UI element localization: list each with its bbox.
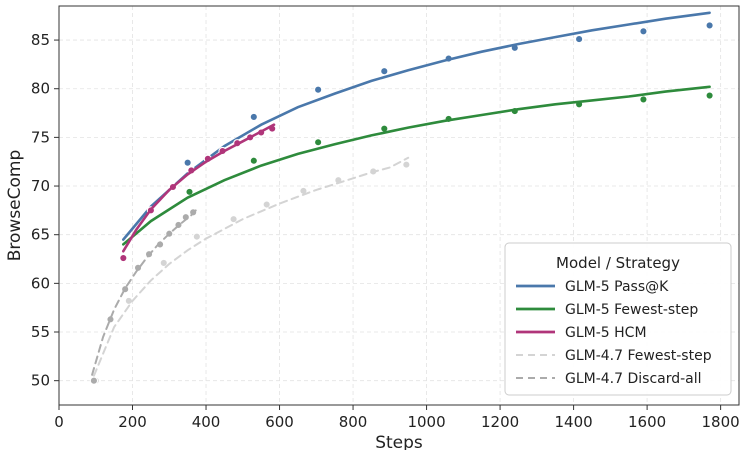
trend-line-glm5-fewest bbox=[122, 85, 711, 246]
legend-label-glm47-fewest: GLM-4.7 Fewest-step bbox=[565, 348, 712, 364]
legend-label-glm5-passk: GLM-5 Pass@K bbox=[565, 279, 669, 295]
data-point-glm47-fewest bbox=[262, 200, 271, 209]
data-point-glm47-discard bbox=[106, 315, 115, 324]
y-tick-label: 60 bbox=[31, 274, 50, 292]
x-tick-label: 1600 bbox=[628, 413, 666, 431]
data-point-glm5-passk bbox=[380, 67, 389, 76]
trend-line-glm5-passk bbox=[122, 11, 711, 241]
data-point-glm47-fewest bbox=[159, 258, 168, 268]
data-point-glm5-passk bbox=[249, 112, 258, 122]
x-tick-label: 1800 bbox=[702, 413, 740, 431]
series-glm5-passk bbox=[119, 11, 714, 263]
data-point-glm5-fewest bbox=[705, 91, 714, 100]
series-glm5-fewest bbox=[119, 85, 714, 263]
plot-frame bbox=[58, 5, 740, 406]
x-tick-label: 1200 bbox=[481, 413, 519, 431]
legend-box bbox=[504, 242, 732, 396]
data-point-glm5-passk bbox=[705, 21, 714, 30]
data-point-glm5-fewest bbox=[249, 156, 258, 165]
x-tick-label: 0 bbox=[54, 413, 64, 431]
y-tick-label: 70 bbox=[31, 177, 50, 195]
data-point-glm5-passk bbox=[313, 85, 323, 94]
x-tick-label: 1400 bbox=[555, 413, 593, 431]
grid bbox=[58, 6, 739, 405]
y-tick-label: 65 bbox=[31, 226, 50, 244]
plot-series bbox=[89, 11, 714, 385]
series-glm5-hcm bbox=[119, 123, 277, 263]
x-tick-label: 200 bbox=[118, 413, 147, 431]
x-tick-label: 800 bbox=[339, 413, 368, 431]
data-point-glm47-fewest bbox=[402, 160, 411, 169]
data-point-glm47-fewest bbox=[192, 232, 201, 241]
series-glm47-fewest bbox=[91, 156, 411, 385]
y-axis-title: BrowseComp bbox=[5, 150, 25, 262]
data-point-glm5-fewest bbox=[639, 95, 648, 104]
y-tick-label: 85 bbox=[31, 31, 50, 49]
trend-line-glm47-discard bbox=[91, 209, 197, 376]
trend-line-glm5-hcm bbox=[122, 123, 276, 253]
data-point-glm5-passk bbox=[574, 34, 584, 44]
data-point-glm5-fewest bbox=[313, 138, 323, 147]
series-glm47-discard bbox=[89, 208, 198, 385]
y-tick-label: 55 bbox=[31, 323, 50, 341]
data-point-glm5-hcm bbox=[119, 253, 128, 263]
y-tick-label: 75 bbox=[31, 128, 50, 146]
legend-label-glm5-hcm: GLM-5 HCM bbox=[565, 325, 647, 341]
axis-ticks: 0 200 400 600 800 1000 1200 1400 1600 1800 50 55 60 6… bbox=[31, 31, 740, 431]
data-point-glm5-passk bbox=[183, 158, 192, 167]
data-point-glm47-fewest bbox=[229, 214, 238, 224]
trend-line-glm47-fewest bbox=[92, 156, 410, 377]
data-point-glm5-passk bbox=[639, 27, 648, 36]
y-tick-label: 50 bbox=[31, 372, 50, 390]
data-point-glm47-discard bbox=[89, 376, 99, 385]
legend-label-glm47-discard: GLM-4.7 Discard-all bbox=[565, 371, 702, 387]
x-tick-label: 600 bbox=[265, 413, 294, 431]
x-axis-title: Steps bbox=[375, 433, 423, 450]
x-tick-label: 400 bbox=[192, 413, 221, 431]
y-tick-label: 80 bbox=[31, 80, 50, 98]
legend: Model / Strategy GLM-5 Pass@K GLM-5 Fewes… bbox=[504, 242, 732, 396]
legend-label-glm5-fewest: GLM-5 Fewest-step bbox=[565, 302, 698, 318]
data-point-glm47-discard bbox=[155, 240, 165, 249]
x-tick-label: 1000 bbox=[407, 413, 445, 431]
legend-title: Model / Strategy bbox=[556, 254, 680, 272]
